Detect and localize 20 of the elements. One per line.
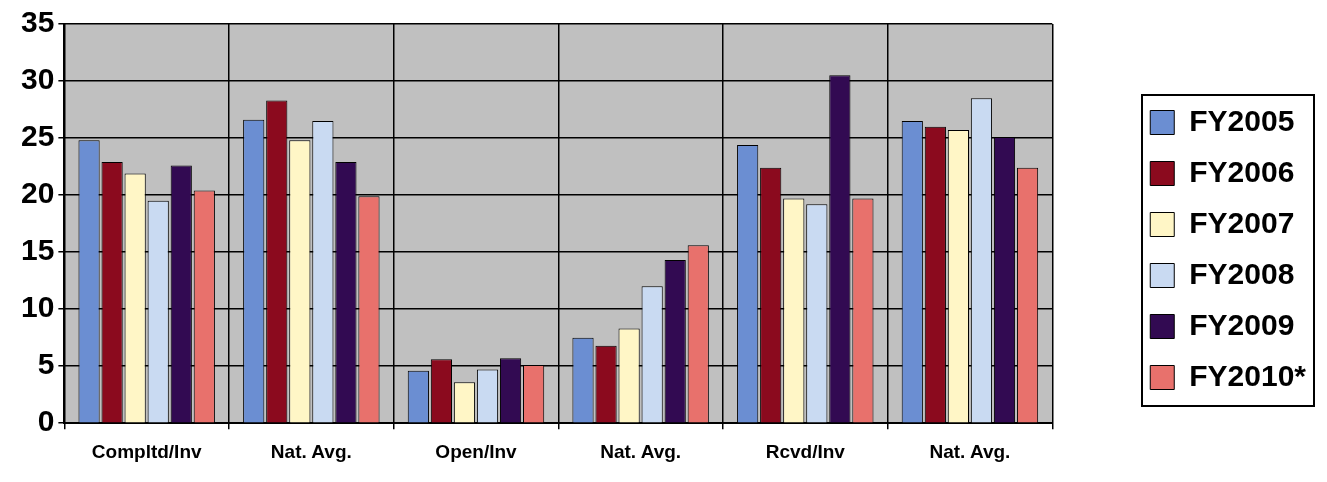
y-tick-label: 5 — [37, 347, 55, 381]
legend-label: FY2010* — [1189, 358, 1307, 392]
y-tick-label: 10 — [20, 290, 55, 324]
x-tick-label: Nat. Avg. — [929, 440, 1011, 462]
x-tick-label: Open/Inv — [435, 440, 518, 462]
legend-label: FY2006 — [1189, 154, 1295, 188]
y-tick-label: 30 — [20, 62, 55, 96]
x-tick-label: Nat. Avg. — [600, 440, 682, 462]
legend-label: FY2007 — [1189, 205, 1295, 239]
x-tick-label: Compltd/Inv — [91, 440, 202, 462]
y-tick-label: 25 — [20, 119, 55, 153]
y-tick-label: 20 — [20, 176, 55, 210]
x-tick-label: Nat. Avg. — [270, 440, 352, 462]
legend-label: FY2008 — [1189, 256, 1295, 290]
legend-label: FY2009 — [1189, 307, 1295, 341]
legend-label: FY2005 — [1189, 103, 1295, 137]
y-tick-label: 0 — [37, 404, 55, 438]
x-tick-label: Rcvd/Inv — [765, 440, 846, 462]
y-tick-label: 35 — [20, 5, 55, 39]
y-tick-label: 15 — [20, 233, 55, 267]
